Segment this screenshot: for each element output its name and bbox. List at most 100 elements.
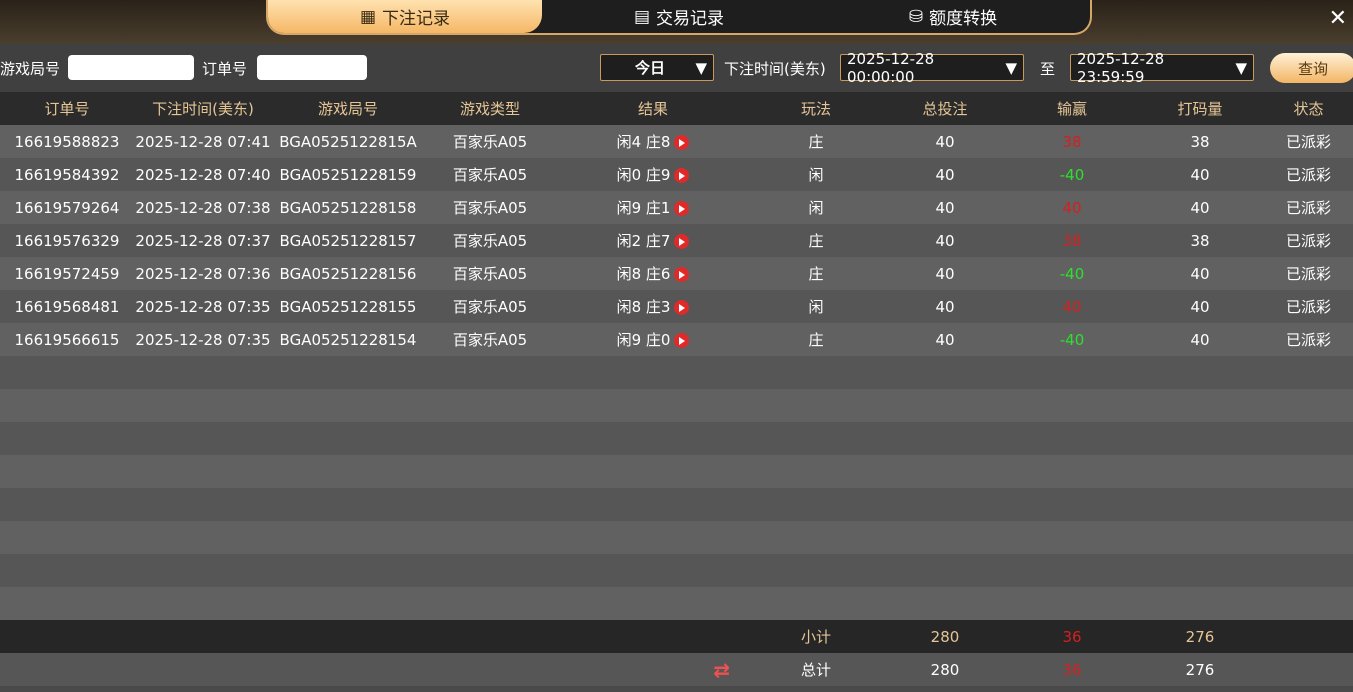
summary-cell: 276 xyxy=(1136,653,1264,686)
end-time-select[interactable]: 2025-12-28 23:59:59 ▼ xyxy=(1070,50,1254,86)
table-cell: 16619576329 xyxy=(0,224,134,257)
summary-cell: ⇄ xyxy=(556,653,750,686)
table-cell xyxy=(1136,422,1264,455)
column-header: 状态 xyxy=(1264,92,1353,125)
table-cell xyxy=(134,356,272,389)
cell-text: 40 xyxy=(935,297,955,316)
table-cell xyxy=(272,554,424,587)
table-cell xyxy=(882,521,1008,554)
table-cell xyxy=(1264,389,1353,422)
cell-text: 百家乐A05 xyxy=(452,265,528,283)
cell-text: 庄 xyxy=(808,265,824,283)
table-cell xyxy=(0,389,134,422)
play-replay-icon[interactable] xyxy=(674,135,690,150)
cell-text: 16619568481 xyxy=(14,297,120,316)
period-select[interactable]: 今日 ▼ xyxy=(600,54,714,81)
table-cell: 40 xyxy=(1136,257,1264,290)
close-icon[interactable]: ✕ xyxy=(1328,6,1347,31)
empty-row xyxy=(0,356,1353,389)
summary-cell xyxy=(272,653,424,686)
tab-transaction-records[interactable]: ▤ 交易记录 xyxy=(633,6,725,30)
table-cell xyxy=(556,554,750,587)
table-cell xyxy=(556,488,750,521)
play-replay-icon[interactable] xyxy=(674,333,690,348)
table-cell: 40 xyxy=(1008,290,1136,323)
round-input[interactable] xyxy=(68,55,194,80)
table-cell xyxy=(1264,488,1353,521)
play-replay-icon[interactable] xyxy=(674,300,690,315)
column-header: 下注时间(美东) xyxy=(134,92,272,125)
cell-text: 40 xyxy=(935,330,955,349)
summary-cell xyxy=(1264,653,1353,686)
table-cell: BGA05251228159 xyxy=(272,158,424,191)
order-input[interactable] xyxy=(257,55,367,80)
cell-text: 闲 xyxy=(808,199,824,217)
tab-bet-records[interactable]: ▦ 下注记录 xyxy=(268,0,542,33)
table-cell xyxy=(0,587,134,620)
table-cell xyxy=(272,389,424,422)
table-cell xyxy=(556,356,750,389)
play-replay-icon[interactable] xyxy=(674,201,690,216)
tab-credit-transfer[interactable]: ⛁ 额度转换 xyxy=(908,6,998,30)
empty-row xyxy=(0,488,1353,521)
empty-row xyxy=(0,455,1353,488)
chevron-down-icon: ▼ xyxy=(1235,58,1247,77)
table-cell: 16619572459 xyxy=(0,257,134,290)
calendar-icon: ▦ xyxy=(359,6,377,27)
table-cell xyxy=(424,554,556,587)
refresh-icon[interactable]: ⇄ xyxy=(713,657,730,682)
column-header: 打码量 xyxy=(1136,92,1264,125)
table-row: 16619572459 2025-12-28 07:36 BGA0525122815… xyxy=(0,257,1353,290)
cell-text: 2025-12-28 07:35 xyxy=(135,297,271,316)
query-button[interactable]: 查询 xyxy=(1270,53,1353,83)
cell-text: 闲0 庄9 xyxy=(616,166,671,184)
cell-text: 百家乐A05 xyxy=(452,199,528,217)
table-cell: 庄 xyxy=(750,323,882,356)
table-cell: 已派彩 xyxy=(1264,290,1353,323)
play-replay-icon[interactable] xyxy=(674,234,690,249)
table-cell xyxy=(272,455,424,488)
table-cell: 2025-12-28 07:35 xyxy=(134,290,272,323)
table-cell: 16619584392 xyxy=(0,158,134,191)
column-header: 游戏局号 xyxy=(272,92,424,125)
table-cell: 16619566615 xyxy=(0,323,134,356)
table-row: 16619584392 2025-12-28 07:40 BGA0525122815… xyxy=(0,158,1353,191)
table-cell: 40 xyxy=(882,290,1008,323)
table-cell: -40 xyxy=(1008,323,1136,356)
table-cell xyxy=(1008,554,1136,587)
play-replay-icon[interactable] xyxy=(674,168,690,183)
cell-text: 2025-12-28 07:38 xyxy=(135,198,271,217)
cell-text: 16619572459 xyxy=(14,264,120,283)
table-cell: BGA05251228158 xyxy=(272,191,424,224)
summary-cell xyxy=(424,653,556,686)
cell-text: 已派彩 xyxy=(1285,166,1331,184)
column-header: 输赢 xyxy=(1008,92,1136,125)
table-cell: 已派彩 xyxy=(1264,224,1353,257)
table-row: 16619579264 2025-12-28 07:38 BGA0525122815… xyxy=(0,191,1353,224)
cell-text: 百家乐A05 xyxy=(452,331,528,349)
cell-text: 2025-12-28 07:40 xyxy=(135,165,271,184)
table-cell: 40 xyxy=(882,191,1008,224)
table-cell: 已派彩 xyxy=(1264,158,1353,191)
column-header: 结果 xyxy=(556,92,750,125)
table-cell xyxy=(1008,488,1136,521)
summary-cell: 280 xyxy=(882,653,1008,686)
cell-text: 闲9 庄1 xyxy=(616,199,671,217)
table-cell xyxy=(272,356,424,389)
start-time-select[interactable]: 2025-12-28 00:00:00 ▼ xyxy=(840,50,1024,86)
table-cell: 闲 xyxy=(750,158,882,191)
cell-text: 40 xyxy=(1062,297,1082,316)
filter-bar: 游戏局号 订单号 今日 ▼ 下注时间(美东) 2025-12-28 00:00:0… xyxy=(0,44,1353,92)
play-replay-icon[interactable] xyxy=(674,267,690,282)
table-cell xyxy=(424,521,556,554)
table-cell xyxy=(750,455,882,488)
cell-text: 百家乐A05 xyxy=(452,298,528,316)
table-cell xyxy=(750,389,882,422)
cell-text: 40 xyxy=(1190,330,1210,349)
summary-cell: 小计 xyxy=(750,620,882,653)
table-cell: 40 xyxy=(882,224,1008,257)
summary-win: 36 xyxy=(1062,660,1082,679)
table-cell xyxy=(1264,521,1353,554)
table-cell xyxy=(424,488,556,521)
column-header: 总投注 xyxy=(882,92,1008,125)
